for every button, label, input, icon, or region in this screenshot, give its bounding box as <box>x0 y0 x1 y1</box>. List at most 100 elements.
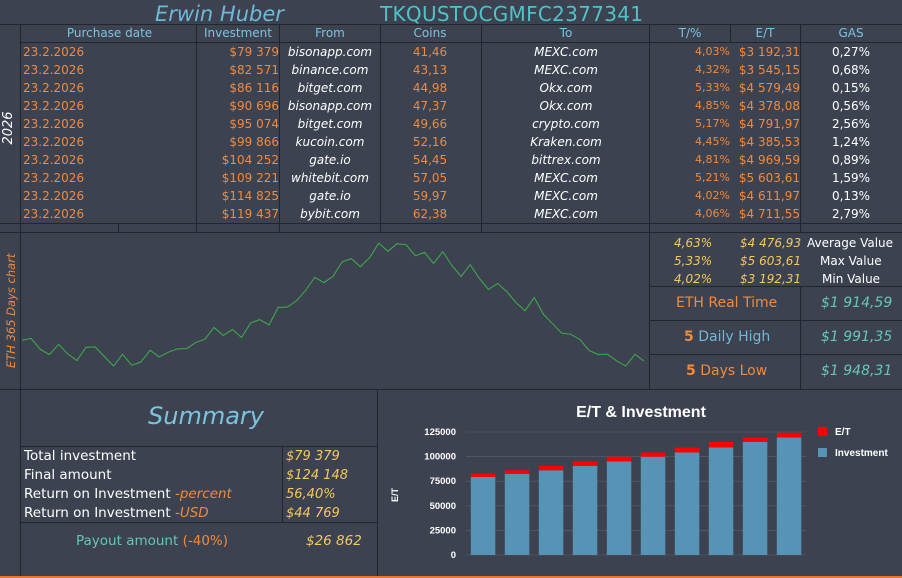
investment-bar <box>674 452 700 555</box>
coins-cell: 44,98 <box>412 81 448 95</box>
investment-bar <box>504 473 530 555</box>
et-bar <box>606 456 632 462</box>
grid-line <box>0 232 902 233</box>
eth-realtime-label: ETH Real Time <box>676 295 778 311</box>
to-cell: Okx.com <box>539 99 593 113</box>
investment-bar <box>538 470 564 555</box>
tpct-cell: 4,06% <box>695 207 730 220</box>
grid-line <box>377 389 378 578</box>
et-cell: $4 579,49 <box>738 81 800 95</box>
gas-cell: 0,13% <box>831 189 871 203</box>
et-bar <box>742 437 768 442</box>
y-tick-label: 25000 <box>430 525 456 536</box>
owner-name: Erwin Huber <box>155 2 284 26</box>
et-bar <box>538 465 564 471</box>
date-cell: 23.2.2026 <box>23 117 85 131</box>
col-from: From <box>315 26 345 40</box>
et-bar <box>674 447 700 453</box>
wallet-code: TKQUSTOCGMFC2377341 <box>380 2 644 26</box>
investment-cell: $90 696 <box>229 99 279 113</box>
tpct-cell: 4,02% <box>695 189 730 202</box>
grid-line <box>0 389 902 390</box>
to-cell: MEXC.com <box>534 207 598 221</box>
gas-cell: 1,59% <box>831 171 871 185</box>
tpct-cell: 4,32% <box>695 63 730 76</box>
bar-chart-bars <box>470 432 802 555</box>
date-cell: 23.2.2026 <box>23 99 85 113</box>
summary-row-roi-pct: Return on Investment -percent <box>24 485 232 504</box>
summary-row-roi-usd: Return on Investment -USD <box>24 504 209 523</box>
max-pct: 5,33% <box>674 254 713 268</box>
avg-label: Average Value <box>807 236 894 250</box>
grid-line <box>20 389 21 578</box>
to-cell: bittrex.com <box>531 153 601 167</box>
table-row: 23.2.2026 $99 866 kucoin.com 52,16 Krake… <box>20 133 900 151</box>
from-cell: bisonapp.com <box>287 99 373 113</box>
days-low-text: Days Low <box>700 363 768 379</box>
coins-cell: 54,45 <box>412 153 448 167</box>
from-cell: gate.io <box>309 153 351 167</box>
et-bar <box>572 461 598 466</box>
investment-bar <box>470 476 496 555</box>
y-tick-label: 0 <box>451 550 456 561</box>
et-cell: $3 545,15 <box>738 63 800 77</box>
table-row: 23.2.2026 $104 252 gate.io 54,45 bittrex… <box>20 151 900 169</box>
eth-chart-label: ETH 365 Days chart <box>4 253 18 368</box>
col-gas: GAS <box>838 26 864 40</box>
summary-total-value: $79 379 <box>286 449 340 464</box>
date-cell: 23.2.2026 <box>23 81 85 95</box>
eth-price-line <box>22 242 645 367</box>
to-cell: MEXC.com <box>534 63 598 77</box>
payout-row: Payout amount (-40%) <box>76 531 228 551</box>
min-pct: 4,02% <box>674 272 713 286</box>
tpct-cell: 4,81% <box>695 153 730 166</box>
year-label: 2026 <box>1 111 16 145</box>
grid-line <box>118 223 119 232</box>
table-row: 23.2.2026 $95 074 bitget.com 49,66 crypt… <box>20 115 900 133</box>
coins-cell: 49,66 <box>412 117 448 131</box>
summary-final-value: $124 148 <box>286 468 349 483</box>
bottom-accent-bar <box>0 576 902 578</box>
stats-block: 4,63% $4 476,93 Average Value 5,33% $5 6… <box>650 234 902 288</box>
grid-line <box>0 223 902 224</box>
investment-cell: $104 252 <box>221 153 279 167</box>
grid-line <box>20 42 902 43</box>
payout-pct: (-40%) <box>182 533 229 549</box>
tpct-cell: 5,21% <box>695 171 730 184</box>
table-row: 23.2.2026 $114 825 gate.io 59,97 MEXC.co… <box>20 187 900 205</box>
investment-bar <box>776 437 802 555</box>
bar-chart-title: E/T & Investment <box>576 404 706 421</box>
eth-price-chart <box>22 242 645 367</box>
date-cell: 23.2.2026 <box>23 189 85 203</box>
et-cell: $4 385,53 <box>738 135 800 149</box>
investment-cell: $109 221 <box>221 171 279 185</box>
max-label: Max Value <box>820 254 882 268</box>
to-cell: MEXC.com <box>534 171 598 185</box>
from-cell: bitget.com <box>297 117 363 131</box>
col-investment: Investment <box>204 26 272 40</box>
summary-label: Return on Investment <box>24 486 171 502</box>
days-low-label: 5 Days Low <box>686 361 767 381</box>
date-cell: 23.2.2026 <box>23 135 85 149</box>
avg-pct: 4,63% <box>674 236 713 250</box>
grid-line <box>800 286 801 389</box>
payout-value: $26 862 <box>306 533 362 549</box>
table-row: 23.2.2026 $79 379 bisonapp.com 41,46 MEX… <box>20 43 900 61</box>
gas-cell: 0,15% <box>831 81 871 95</box>
summary-suffix: -USD <box>174 505 209 521</box>
to-cell: crypto.com <box>532 117 600 131</box>
summary-label: Total investment <box>24 448 137 464</box>
investment-bar <box>742 442 768 555</box>
grid-line <box>730 24 731 42</box>
date-cell: 23.2.2026 <box>23 63 85 77</box>
gas-cell: 1,24% <box>831 135 871 149</box>
to-cell: MEXC.com <box>534 45 598 59</box>
et-cell: $3 192,31 <box>738 45 800 59</box>
table-row: 23.2.2026 $82 571 binance.com 43,13 MEXC… <box>20 61 900 79</box>
eth-realtime-value: $1 914,59 <box>821 295 893 311</box>
gas-cell: 0,89% <box>831 153 871 167</box>
grid-line <box>649 320 902 321</box>
grid-line <box>649 24 650 389</box>
et-cell: $4 378,08 <box>738 99 800 113</box>
grid-line <box>380 24 381 232</box>
